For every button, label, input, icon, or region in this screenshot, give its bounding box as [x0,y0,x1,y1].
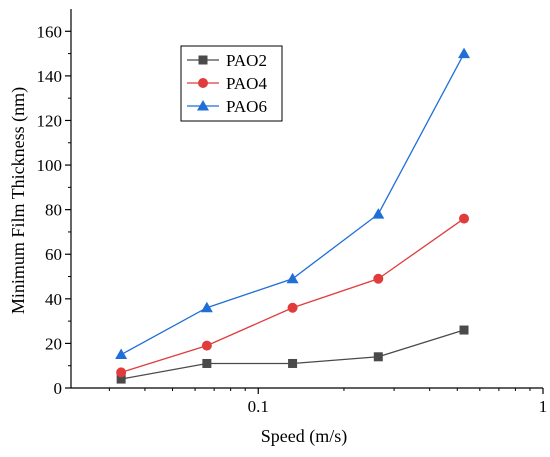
legend-label: PAO2 [226,51,267,70]
series-line [121,329,465,380]
legend-marker [198,55,208,65]
legend-marker [197,100,209,111]
y-tick-label: 20 [45,334,62,353]
y-tick-label: 140 [37,67,63,86]
y-tick-label: 40 [45,290,62,309]
y-ticks: 0 20 40 60 80 100 120 140 160 [37,22,71,398]
data-point [286,272,299,284]
data-point [373,352,383,362]
y-tick-label: 60 [45,245,62,264]
data-point [202,358,212,368]
legend: PAO2 PAO4 PAO6 [180,45,283,122]
series-pao2 [116,325,469,384]
data-point [287,302,298,313]
data-point [115,348,128,360]
data-point [116,367,127,378]
series-layer [115,47,471,384]
data-point [373,273,384,284]
data-point [201,340,212,351]
y-tick-label: 160 [37,22,63,41]
legend-label: PAO4 [226,74,267,93]
data-point [200,301,213,313]
x-ticks: 0.1 1 [108,388,548,416]
data-point [288,358,298,368]
series-line [120,218,465,374]
legend-label: PAO6 [226,97,267,116]
data-point [116,374,126,384]
x-axis-label: Speed (m/s) [261,426,347,447]
y-tick-label: 120 [37,111,63,130]
legend-marker [198,78,208,88]
axes [70,9,543,389]
data-point [458,47,471,59]
data-point [372,208,385,219]
data-point [459,325,469,335]
series-pao4 [116,213,470,378]
series-pao6 [115,47,471,360]
y-axis-label: Minimum Film Thickness (nm) [8,87,29,314]
y-tick-label: 80 [45,201,62,220]
y-tick-label: 100 [37,156,63,175]
x-tick-label: 0.1 [248,397,269,416]
data-point [459,213,470,224]
x-tick-label: 1 [539,397,548,416]
y-tick-label: 0 [54,379,63,398]
